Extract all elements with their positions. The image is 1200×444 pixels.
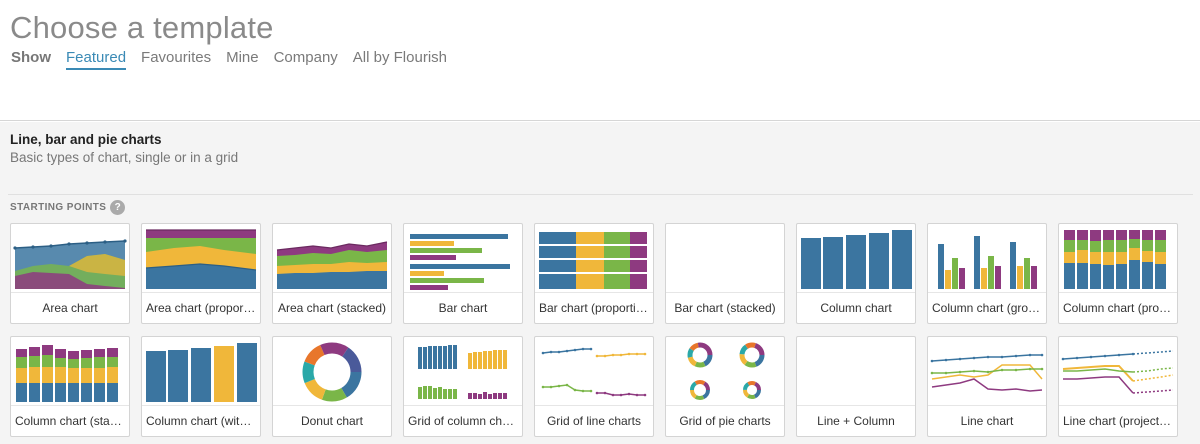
template-card-label: Grid of line charts	[535, 405, 653, 436]
template-card-label: Grid of pie charts	[666, 405, 784, 436]
column-with-line-thumbnail-icon	[146, 343, 257, 402]
line-chart-thumbnail-icon	[930, 353, 1044, 392]
template-card-label: Donut chart	[273, 405, 391, 436]
template-card-column-grouped[interactable]: Column chart (grou…	[927, 223, 1047, 324]
line-projected-thumbnail-icon	[1061, 350, 1174, 394]
grid-pie-thumbnail-icon	[687, 342, 765, 400]
section-description: Basic types of chart, single or in a gri…	[10, 150, 239, 165]
column-proportional-thumbnail-icon	[1064, 230, 1166, 289]
filter-mine[interactable]: Mine	[226, 49, 259, 66]
area-stacked-thumbnail-icon	[276, 241, 388, 289]
template-grid: Area chart Area chart (proporti… Area c	[10, 223, 1178, 437]
template-card-grid-pie[interactable]: Grid of pie charts	[665, 336, 785, 437]
template-card-label: Area chart (stacked)	[273, 292, 391, 323]
template-card-label: Column chart	[797, 292, 915, 323]
template-card-donut-chart[interactable]: Donut chart	[272, 336, 392, 437]
template-card-line-projected[interactable]: Line chart (projected)	[1058, 336, 1178, 437]
filter-all-by-flourish[interactable]: All by Flourish	[352, 49, 447, 66]
grid-column-thumbnail-icon	[418, 345, 507, 399]
column-chart-thumbnail-icon	[801, 230, 912, 289]
filter-featured[interactable]: Featured	[66, 49, 127, 70]
template-card-line-chart[interactable]: Line chart	[927, 336, 1047, 437]
filter-show-label: Show	[11, 49, 51, 66]
template-card-label: Area chart (proporti…	[142, 292, 260, 323]
grid-line-thumbnail-icon	[541, 347, 647, 397]
template-card-label: Bar chart (stacked)	[666, 292, 784, 323]
line-column-thumbnail-icon	[799, 339, 913, 404]
donut-chart-thumbnail-icon	[302, 342, 362, 402]
bar-stacked-thumbnail-icon	[668, 226, 782, 291]
template-card-area-proportional[interactable]: Area chart (proporti…	[141, 223, 261, 324]
filter-favourites[interactable]: Favourites	[141, 49, 212, 66]
starting-points-text: STARTING POINTS	[10, 202, 107, 213]
template-card-bar-stacked[interactable]: Bar chart (stacked)	[665, 223, 785, 324]
section-title: Line, bar and pie charts	[10, 132, 162, 147]
filter-bar: Show Featured Favourites Mine Company Al…	[11, 49, 462, 70]
template-card-label: Column chart (with …	[142, 405, 260, 436]
template-card-column-with-line[interactable]: Column chart (with …	[141, 336, 261, 437]
template-card-column-proportional[interactable]: Column chart (prop…	[1058, 223, 1178, 324]
bar-proportional-thumbnail-icon	[539, 232, 647, 289]
bar-chart-thumbnail-icon	[410, 234, 510, 290]
header: Choose a template Show Featured Favourit…	[0, 0, 1200, 121]
starting-points-label: STARTING POINTS ?	[10, 200, 126, 215]
template-card-area-stacked[interactable]: Area chart (stacked)	[272, 223, 392, 324]
area-chart-thumbnail-icon	[13, 239, 127, 289]
template-card-column-chart[interactable]: Column chart	[796, 223, 916, 324]
template-card-label: Bar chart	[404, 292, 522, 323]
template-card-label: Column chart (prop…	[1059, 292, 1177, 323]
template-card-label: Column chart (grou…	[928, 292, 1046, 323]
template-card-grid-line[interactable]: Grid of line charts	[534, 336, 654, 437]
template-card-label: Column chart (stack…	[11, 405, 129, 436]
divider	[8, 194, 1193, 195]
template-card-grid-column[interactable]: Grid of column charts	[403, 336, 523, 437]
template-card-column-stacked[interactable]: Column chart (stack…	[10, 336, 130, 437]
column-stacked-thumbnail-icon	[16, 345, 118, 402]
template-card-label: Area chart	[11, 292, 129, 323]
template-card-label: Bar chart (proportio…	[535, 292, 653, 323]
template-card-label: Line chart	[928, 405, 1046, 436]
page-title: Choose a template	[10, 10, 274, 45]
template-card-bar-proportional[interactable]: Bar chart (proportio…	[534, 223, 654, 324]
template-card-bar-chart[interactable]: Bar chart	[403, 223, 523, 324]
template-card-line-column[interactable]: Line + Column	[796, 336, 916, 437]
help-icon[interactable]: ?	[110, 200, 126, 215]
template-card-label: Line + Column	[797, 405, 915, 436]
template-card-area-chart[interactable]: Area chart	[10, 223, 130, 324]
template-card-label: Grid of column charts	[404, 405, 522, 436]
template-section: Line, bar and pie charts Basic types of …	[0, 122, 1200, 444]
filter-company[interactable]: Company	[273, 49, 338, 66]
template-card-label: Line chart (projected)	[1059, 405, 1177, 436]
area-proportional-thumbnail-icon	[145, 229, 257, 289]
column-grouped-thumbnail-icon	[938, 236, 1037, 289]
